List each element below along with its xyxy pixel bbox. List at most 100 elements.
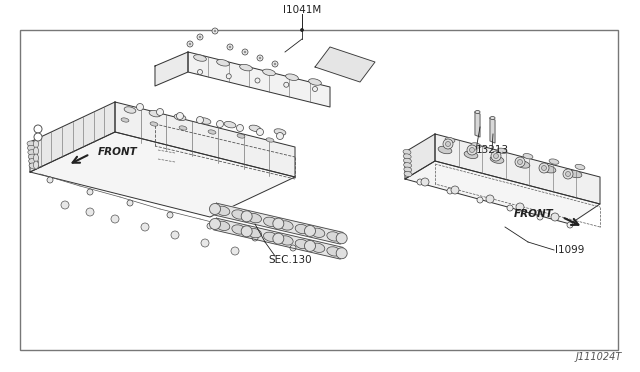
Ellipse shape (403, 150, 411, 154)
Circle shape (216, 121, 223, 128)
Ellipse shape (239, 64, 252, 71)
Ellipse shape (237, 134, 245, 138)
Ellipse shape (523, 154, 533, 159)
Circle shape (421, 178, 429, 186)
Ellipse shape (311, 243, 325, 253)
Circle shape (255, 78, 260, 83)
Circle shape (276, 132, 284, 140)
Ellipse shape (241, 211, 252, 222)
Circle shape (231, 247, 239, 255)
Text: 13213: 13213 (476, 145, 509, 155)
Circle shape (86, 208, 94, 216)
Circle shape (451, 186, 459, 194)
Circle shape (199, 36, 201, 38)
Ellipse shape (404, 163, 412, 168)
Polygon shape (315, 47, 375, 82)
Circle shape (187, 41, 193, 47)
Circle shape (214, 30, 216, 32)
Ellipse shape (285, 74, 298, 80)
Ellipse shape (216, 60, 229, 66)
Ellipse shape (327, 232, 340, 241)
Circle shape (537, 214, 543, 220)
Circle shape (477, 197, 483, 203)
Ellipse shape (336, 233, 347, 244)
Circle shape (207, 223, 213, 229)
Circle shape (539, 163, 549, 173)
Text: FRONT: FRONT (515, 209, 554, 219)
Circle shape (201, 239, 209, 247)
Ellipse shape (497, 148, 507, 154)
Ellipse shape (33, 147, 38, 155)
Ellipse shape (249, 125, 261, 132)
Circle shape (198, 70, 202, 74)
Circle shape (212, 28, 218, 34)
Ellipse shape (194, 55, 206, 61)
Bar (20, 30, 618, 350)
Ellipse shape (475, 110, 480, 113)
Ellipse shape (542, 166, 556, 173)
Ellipse shape (216, 206, 230, 215)
Ellipse shape (490, 156, 504, 163)
Circle shape (61, 201, 69, 209)
Ellipse shape (264, 217, 277, 227)
Circle shape (417, 179, 423, 185)
Ellipse shape (471, 143, 481, 148)
Polygon shape (475, 112, 480, 137)
Ellipse shape (273, 233, 284, 244)
Ellipse shape (208, 130, 216, 134)
Ellipse shape (336, 248, 347, 259)
Ellipse shape (232, 210, 246, 219)
Circle shape (284, 82, 289, 87)
Circle shape (447, 188, 453, 194)
Text: J111024T: J111024T (575, 352, 622, 362)
Circle shape (290, 245, 296, 251)
Circle shape (189, 43, 191, 45)
Polygon shape (405, 134, 435, 179)
Text: I1041M: I1041M (283, 5, 321, 15)
Polygon shape (188, 52, 330, 107)
Circle shape (443, 139, 453, 149)
Circle shape (237, 125, 243, 131)
Circle shape (467, 145, 477, 155)
Circle shape (518, 160, 522, 164)
Circle shape (47, 177, 53, 183)
Circle shape (516, 203, 524, 211)
Circle shape (515, 157, 525, 167)
Ellipse shape (150, 122, 158, 126)
Ellipse shape (295, 240, 309, 249)
Ellipse shape (28, 154, 38, 160)
Ellipse shape (308, 79, 321, 85)
Circle shape (272, 61, 278, 67)
Ellipse shape (266, 138, 274, 142)
Circle shape (445, 141, 451, 147)
Ellipse shape (121, 118, 129, 122)
Polygon shape (155, 52, 188, 86)
Circle shape (87, 189, 93, 195)
Ellipse shape (199, 118, 211, 124)
Ellipse shape (262, 69, 275, 76)
Ellipse shape (224, 121, 236, 128)
Circle shape (274, 63, 276, 65)
Ellipse shape (33, 140, 38, 148)
Ellipse shape (149, 110, 161, 117)
Ellipse shape (209, 218, 221, 230)
Ellipse shape (327, 247, 340, 256)
Circle shape (507, 205, 513, 211)
Ellipse shape (568, 170, 582, 178)
Circle shape (141, 223, 149, 231)
Text: FRONT: FRONT (98, 147, 138, 157)
Ellipse shape (464, 151, 478, 158)
Ellipse shape (216, 221, 230, 231)
Ellipse shape (209, 203, 221, 215)
Ellipse shape (33, 161, 38, 169)
Text: I1099: I1099 (555, 245, 584, 255)
Polygon shape (115, 102, 295, 177)
Ellipse shape (248, 228, 262, 238)
Ellipse shape (490, 116, 495, 119)
Polygon shape (30, 102, 115, 172)
Circle shape (563, 169, 573, 179)
Circle shape (196, 116, 204, 124)
Circle shape (486, 195, 494, 203)
Circle shape (167, 212, 173, 218)
Ellipse shape (279, 221, 293, 230)
